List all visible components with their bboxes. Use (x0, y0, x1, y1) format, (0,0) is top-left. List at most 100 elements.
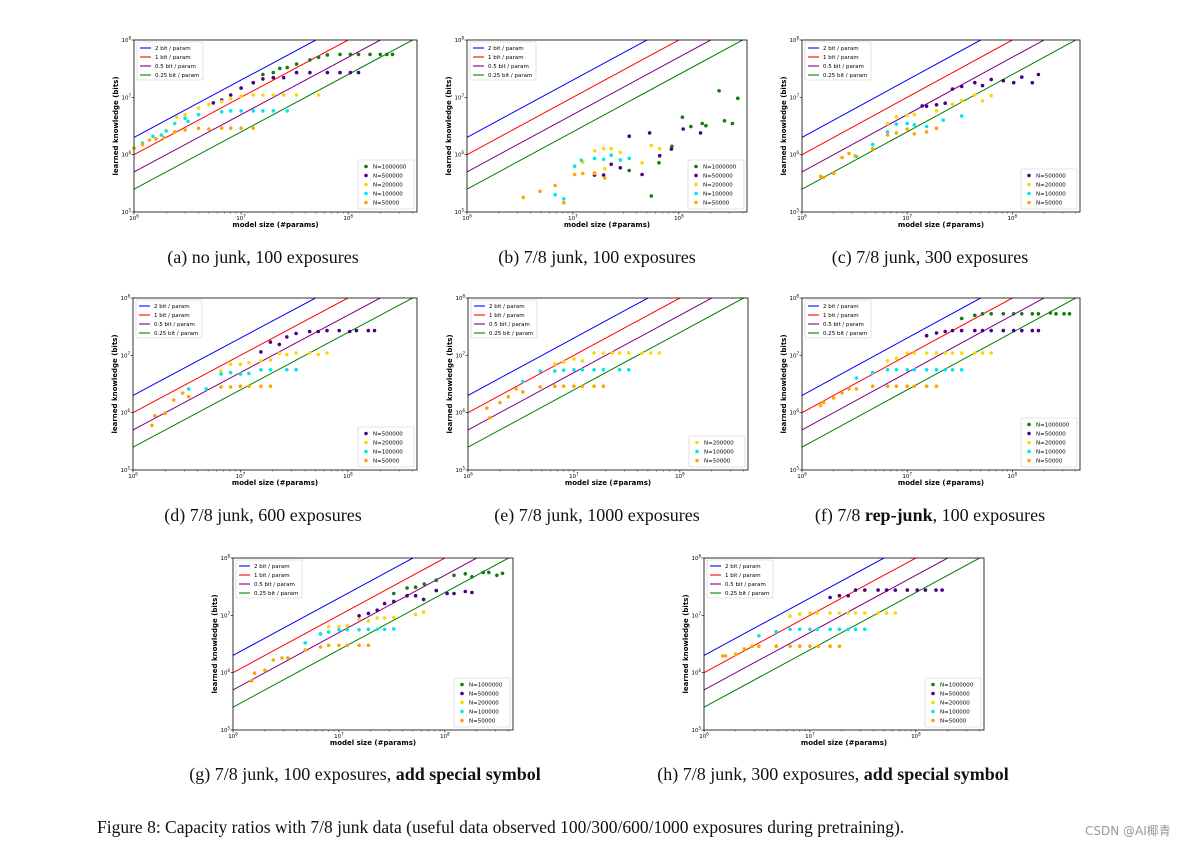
caption-pre: (g) 7/8 junk, 100 exposures, (189, 764, 396, 784)
data-point (840, 155, 844, 160)
data-point (325, 70, 330, 75)
y-tick-label-exponent: 7 (461, 93, 464, 98)
legend-marker (931, 691, 935, 696)
reference-lines-legend: 2 bit / param 1 bit / param 0.5 bit / para… (706, 559, 774, 599)
y-tick-label-base: 10 (454, 38, 461, 44)
data-point (495, 573, 499, 578)
data-point (271, 75, 276, 80)
plot-frame (703, 557, 985, 731)
data-point (934, 588, 938, 592)
data-point (239, 126, 243, 130)
legend-box (135, 299, 203, 339)
data-point (140, 142, 145, 147)
data-point (180, 391, 185, 395)
y-tick-label-exponent: 8 (227, 554, 230, 559)
reference-line-1 (468, 298, 681, 414)
data-point (950, 351, 955, 355)
legend-label: 1 bit / param (725, 573, 761, 579)
x-tick-label: 107 (334, 732, 344, 741)
data-point (649, 143, 654, 148)
x-tick-label-exponent: 6 (470, 472, 473, 477)
legend-marker (694, 164, 698, 169)
reference-lines-legend: 2 bit / param 1 bit / param 0.5 bit / para… (135, 299, 203, 339)
data-point (601, 351, 606, 355)
x-tick-label-base: 10 (462, 216, 469, 222)
y-tick-label-exponent: 6 (462, 408, 465, 413)
data-point (553, 362, 557, 366)
reference-line-1 (467, 40, 680, 156)
data-point (788, 644, 792, 648)
data-point (893, 588, 898, 592)
data-point (405, 586, 409, 590)
reference-line-3 (133, 298, 413, 448)
data-point (338, 52, 342, 57)
data-point (325, 351, 329, 355)
data-point (285, 335, 289, 339)
reference-line-3 (134, 40, 413, 190)
y-axis-label: learned knowledge (bits) (112, 76, 120, 175)
data-point (934, 368, 939, 372)
data-point (592, 384, 596, 389)
data-point (1067, 312, 1072, 316)
data-point (934, 103, 939, 107)
reference-line-0 (467, 40, 648, 138)
data-point (325, 53, 330, 57)
legend-label: N=50000 (940, 719, 967, 725)
data-point (153, 414, 157, 418)
data-point (286, 656, 290, 660)
data-point (294, 62, 299, 66)
legend-label: N=100000 (1036, 450, 1066, 456)
data-point (1011, 312, 1016, 316)
y-tick-label-base: 10 (121, 153, 128, 159)
reference-lines-legend: 2 bit / param 1 bit / param 0.5 bit / para… (804, 299, 872, 339)
data-point (249, 679, 254, 683)
data-point (680, 115, 685, 119)
data-point (337, 328, 342, 333)
data-point (285, 352, 289, 357)
x-tick-label: 108 (343, 472, 353, 481)
data-point (348, 70, 353, 75)
x-tick-label-base: 10 (228, 734, 235, 740)
legend-label: 0.25 bit / param (488, 73, 532, 79)
data-point (870, 146, 875, 151)
y-tick-label: 106 (121, 150, 131, 159)
reference-line-1 (802, 40, 1013, 156)
data-point (627, 134, 631, 138)
legend-label: 0.25 bit / param (823, 331, 867, 337)
data-point (572, 368, 576, 372)
legend-label: 0.5 bit / param (154, 322, 195, 328)
data-point (572, 384, 576, 389)
data-point (572, 172, 577, 177)
x-tick-label-exponent: 6 (135, 472, 138, 477)
x-axis-label: model size (#params) (898, 479, 984, 487)
data-point (924, 368, 929, 372)
data-point (1048, 311, 1053, 315)
legend-label: N=200000 (1036, 441, 1066, 447)
x-tick-label-exponent: 8 (350, 472, 353, 477)
legend-box (804, 299, 872, 339)
data-point (271, 109, 276, 113)
data-point (186, 394, 191, 399)
series-legend: N=500000 N=200000 N=100000 N=50000 (1020, 168, 1078, 210)
x-tick-label-exponent: 8 (447, 732, 450, 737)
y-tick-label: 105 (120, 466, 130, 475)
y-tick-label: 107 (454, 93, 464, 102)
data-point (723, 654, 728, 658)
x-axis-label: model size (#params) (565, 479, 651, 487)
y-tick-label-base: 10 (455, 411, 462, 417)
x-axis-label: model size (#params) (898, 221, 984, 229)
data-point (261, 77, 265, 81)
data-point (553, 369, 557, 373)
data-point (238, 384, 243, 389)
legend-label: N=200000 (703, 183, 733, 189)
legend-label: 0.5 bit / param (823, 322, 864, 328)
reference-line-2 (133, 298, 381, 431)
data-point (847, 151, 851, 156)
data-point (924, 104, 929, 108)
legend-label: N=500000 (940, 692, 970, 698)
y-axis-label: learned knowledge (bits) (446, 334, 454, 433)
x-tick-label-exponent: 8 (682, 472, 685, 477)
data-point (915, 588, 919, 592)
